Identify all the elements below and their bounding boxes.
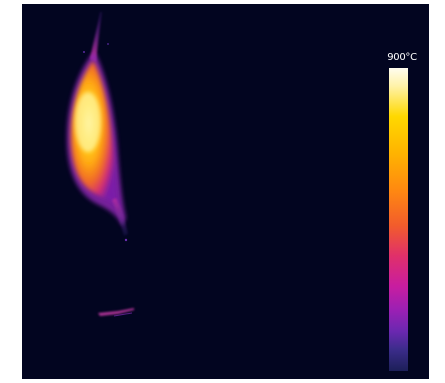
temperature-color-scale-bar xyxy=(389,68,408,371)
flame-hotspot xyxy=(66,12,134,317)
thermal-image: 900°C xyxy=(22,4,429,379)
temperature-max-label: 900°C xyxy=(387,52,417,63)
